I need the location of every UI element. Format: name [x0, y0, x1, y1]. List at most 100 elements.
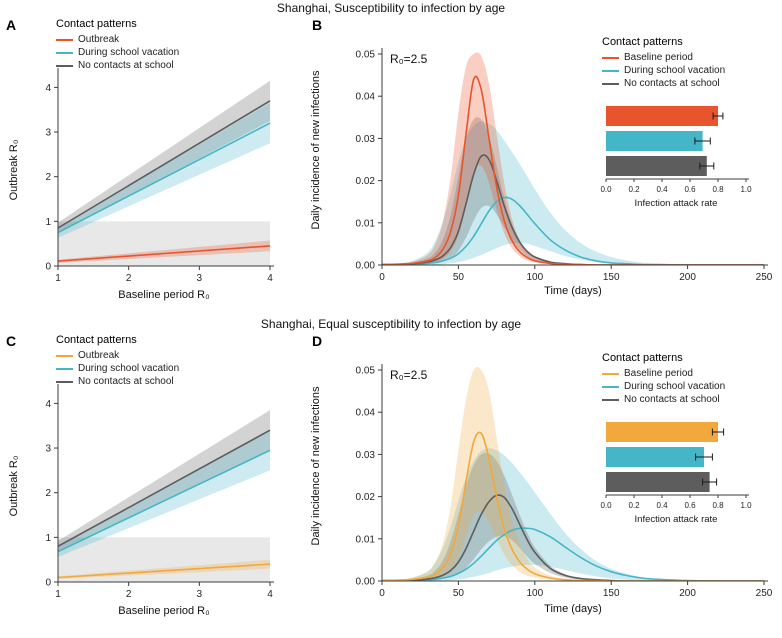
svg-text:0.03: 0.03 [356, 134, 376, 145]
legend-label: Outbreak [78, 34, 120, 45]
legend-b: Contact patterns Baseline period During … [602, 36, 725, 90]
svg-text:1: 1 [45, 217, 51, 228]
svg-text:0.04: 0.04 [356, 92, 376, 103]
svg-text:0.05: 0.05 [356, 366, 376, 377]
svg-text:3: 3 [197, 589, 203, 600]
svg-text:1.0: 1.0 [740, 501, 752, 510]
legend-item: No contacts at school [56, 59, 179, 72]
legend-swatch-baseline [602, 56, 619, 59]
legend-swatch-outbreak [56, 354, 73, 357]
legend-swatch-vacation [602, 385, 619, 388]
svg-text:150: 150 [603, 588, 620, 599]
panel-label-c: C [6, 333, 17, 349]
legend-swatch-no-school [56, 64, 73, 67]
attack-rate-inset-b: 0.0 0.2 0.4 0.6 0.8 1.0 Infection attack rate [600, 106, 752, 209]
legend-item: No contacts at school [602, 393, 725, 406]
svg-text:4: 4 [267, 589, 273, 600]
svg-text:0: 0 [379, 272, 385, 283]
legend-label: No contacts at school [624, 78, 720, 89]
svg-text:1: 1 [55, 589, 61, 600]
attack-rate-inset-d: 0.0 0.2 0.4 0.6 0.8 1.0 Infection attack rate [600, 422, 752, 525]
panel-d: D 0 50 100 150 200 250 0.00 0.01 0.02 0.03 0.04 0.0… [298, 332, 782, 638]
y-axis-label-a: Outbreak R₀ [8, 139, 20, 201]
legend-label: No contacts at school [78, 60, 174, 71]
svg-text:0.00: 0.00 [356, 261, 376, 272]
svg-text:0.00: 0.00 [356, 577, 376, 588]
y-axis-label-b: Daily incidence of new infections [310, 70, 322, 230]
svg-text:0.01: 0.01 [356, 534, 376, 545]
svg-text:0: 0 [379, 588, 385, 599]
panel-b: B 0 50 100 150 200 250 0.00 0.01 0.02 0.03 0.04 0.0… [298, 16, 782, 316]
legend-swatch-no-school [602, 82, 619, 85]
legend-label: No contacts at school [78, 376, 174, 387]
legend-label: Baseline period [624, 368, 693, 379]
legend-swatch-no-school [56, 380, 73, 383]
svg-text:3: 3 [197, 273, 203, 284]
y-axis-label-c: Outbreak R₀ [8, 455, 20, 517]
legend-title-b: Contact patterns [602, 36, 683, 48]
svg-text:0.02: 0.02 [356, 176, 376, 187]
legend-item: Baseline period [602, 367, 725, 380]
panel-label-d: D [312, 333, 323, 349]
legend-item: No contacts at school [602, 77, 725, 90]
svg-text:0: 0 [45, 578, 51, 589]
legend-item: Outbreak [56, 33, 179, 46]
svg-text:0.4: 0.4 [656, 185, 668, 194]
svg-text:100: 100 [526, 272, 543, 283]
svg-text:0.4: 0.4 [656, 501, 668, 510]
legend-item: During school vacation [602, 64, 725, 77]
svg-text:3: 3 [45, 444, 51, 455]
svg-text:1: 1 [45, 533, 51, 544]
legend-a: Contact patterns Outbreak During school … [56, 18, 179, 72]
r0-annotation-b: R₀=2.5 [390, 52, 428, 66]
legend-d: Contact patterns Baseline period During … [602, 352, 725, 406]
legend-item: During school vacation [602, 380, 725, 393]
svg-text:0.0: 0.0 [600, 501, 612, 510]
panel-label-b: B [312, 17, 323, 33]
x-axis-label-d: Time (days) [544, 603, 602, 615]
legend-item: No contacts at school [56, 375, 179, 388]
legend-label: No contacts at school [624, 394, 720, 405]
legend-label: Baseline period [624, 52, 693, 63]
svg-text:0.01: 0.01 [356, 218, 376, 229]
svg-text:200: 200 [679, 272, 696, 283]
legend-title-c: Contact patterns [56, 334, 137, 346]
svg-text:0.04: 0.04 [356, 408, 376, 419]
svg-text:150: 150 [603, 272, 620, 283]
r0-annotation-d: R₀=2.5 [390, 368, 428, 382]
legend-c: Contact patterns Outbreak During school … [56, 334, 179, 388]
legend-item: During school vacation [56, 362, 179, 375]
figure-title-bottom: Shanghai, Equal susceptibility to infect… [260, 317, 522, 331]
legend-title-a: Contact patterns [56, 18, 137, 30]
legend-swatch-no-school [602, 398, 619, 401]
legend-swatch-vacation [56, 367, 73, 370]
svg-text:250: 250 [756, 272, 773, 283]
svg-text:50: 50 [453, 272, 465, 283]
svg-text:0.05: 0.05 [356, 50, 376, 61]
x-axis-label-c: Baseline period R₀ [118, 605, 210, 617]
svg-text:100: 100 [526, 588, 543, 599]
legend-label: During school vacation [624, 65, 726, 76]
chart-b: 0 50 100 150 200 250 0.00 0.01 0.02 0.03 0.04 0.05 [356, 48, 773, 283]
svg-text:250: 250 [756, 588, 773, 599]
legend-label: During school vacation [78, 363, 180, 374]
svg-text:Infection attack rate: Infection attack rate [635, 514, 718, 525]
svg-text:3: 3 [45, 128, 51, 139]
svg-text:50: 50 [453, 588, 465, 599]
svg-text:2: 2 [126, 589, 132, 600]
svg-text:0.6: 0.6 [684, 501, 696, 510]
svg-text:0.6: 0.6 [684, 185, 696, 194]
svg-text:4: 4 [45, 83, 51, 94]
svg-text:2: 2 [126, 273, 132, 284]
svg-text:0.2: 0.2 [628, 501, 640, 510]
legend-swatch-vacation [602, 69, 619, 72]
legend-label: During school vacation [624, 381, 726, 392]
legend-item: Baseline period [602, 51, 725, 64]
legend-swatch-vacation [56, 51, 73, 54]
x-axis-label-b: Time (days) [544, 285, 602, 297]
svg-text:200: 200 [679, 588, 696, 599]
